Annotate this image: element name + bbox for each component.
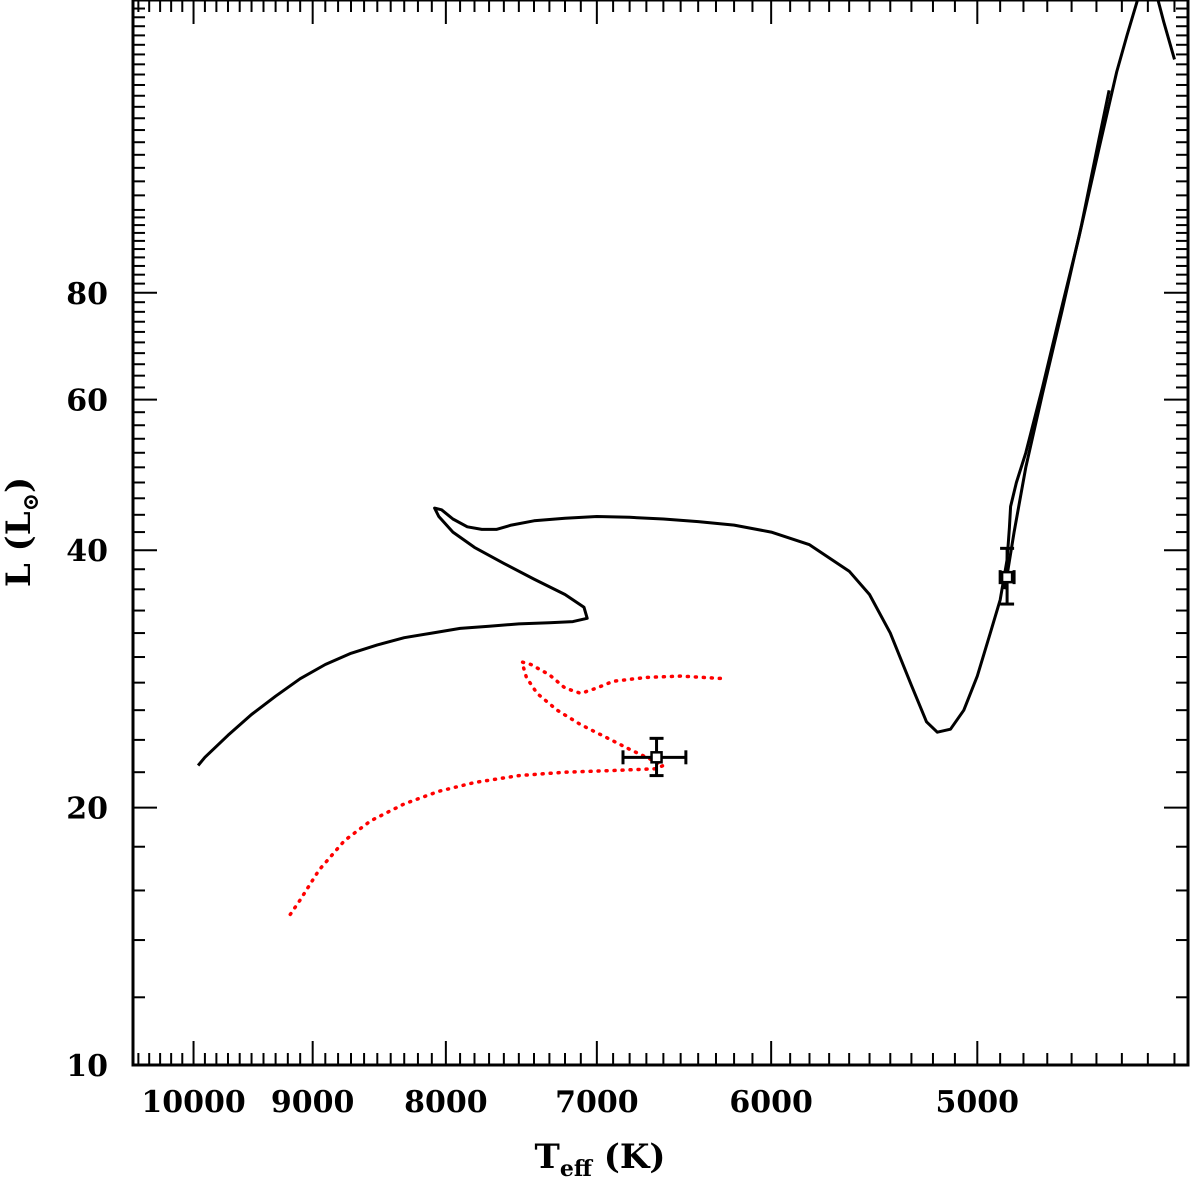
tick-labels: 10 20 40 60 80 10000 9000 8000 7000 6000 5000 xyxy=(66,277,1019,1120)
x-tick-label: 10000 xyxy=(141,1085,245,1120)
x-axis-title-main: T xyxy=(535,1137,560,1177)
error-point-1 xyxy=(621,736,688,778)
y-tick-label: 40 xyxy=(66,534,108,569)
dotted-track-line xyxy=(288,660,727,917)
x-axis-title-sub: eff xyxy=(560,1156,594,1178)
y-tick-label: 10 xyxy=(66,1049,108,1084)
y-axis-title-main: L xyxy=(0,563,39,587)
x-axis-title-unit: (K) xyxy=(604,1137,666,1177)
solid-track-line-2 xyxy=(1003,89,1111,590)
plot-frame xyxy=(131,0,1190,1067)
solid-track-line-3 xyxy=(1156,0,1176,60)
solid-track-line-1 xyxy=(196,0,1140,767)
y-tick-label: 20 xyxy=(66,792,108,827)
data-point-marker xyxy=(650,751,663,764)
x-tick-label: 9000 xyxy=(271,1085,355,1120)
y-tick-label: 80 xyxy=(66,277,108,312)
y-tick-label: 60 xyxy=(66,384,108,419)
x-tick-label: 5000 xyxy=(936,1085,1020,1120)
series-layer xyxy=(196,0,1176,917)
data-point-marker xyxy=(1000,570,1014,584)
y-axis-title-unit-sub: ⊙ xyxy=(18,493,44,511)
x-tick-label: 7000 xyxy=(555,1085,639,1120)
error-points xyxy=(621,546,1016,778)
x-tick-label: 6000 xyxy=(729,1085,813,1120)
x-tick-label: 8000 xyxy=(404,1085,488,1120)
x-axis-title: Teff (K) xyxy=(535,1137,666,1178)
y-axis-title: L (L⊙) xyxy=(0,477,44,587)
error-point-2 xyxy=(998,546,1016,606)
y-axis-title-unit-close: ) xyxy=(0,477,39,493)
y-axis-title-unit-open: (L xyxy=(0,511,39,551)
axis-ticks xyxy=(133,0,1188,1066)
